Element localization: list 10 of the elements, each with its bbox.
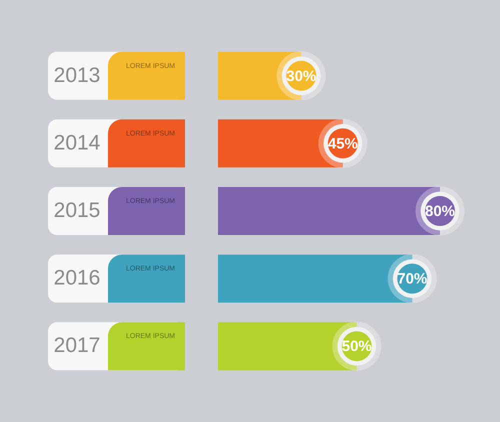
data-label: 70% xyxy=(397,270,428,288)
data-label: 45% xyxy=(328,135,358,152)
data-label: 30% xyxy=(286,68,316,85)
y-tick-label: 2017 xyxy=(54,334,100,358)
y-tick-label: 2013 xyxy=(54,64,100,87)
y-tick-label: 2015 xyxy=(54,199,100,222)
data-label: 80% xyxy=(424,203,456,220)
y-tick-label: 2014 xyxy=(54,131,101,154)
data-label: 50% xyxy=(342,338,372,356)
y-tick-label: 2016 xyxy=(54,266,100,290)
